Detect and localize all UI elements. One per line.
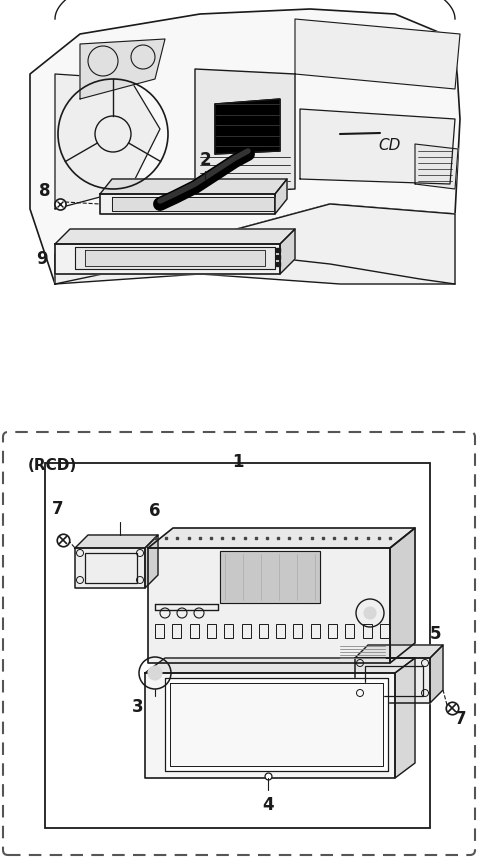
Polygon shape (275, 179, 287, 214)
Text: CD: CD (379, 138, 401, 154)
Polygon shape (415, 144, 458, 189)
Bar (293, 624, 302, 638)
Polygon shape (170, 683, 383, 766)
Polygon shape (75, 535, 158, 548)
Polygon shape (112, 197, 274, 211)
Text: 7: 7 (52, 500, 64, 518)
Bar (190, 624, 199, 638)
Polygon shape (75, 247, 275, 269)
Polygon shape (75, 548, 145, 588)
Text: 7: 7 (455, 710, 467, 728)
Polygon shape (55, 74, 160, 209)
Text: 4: 4 (262, 796, 274, 814)
Text: 9: 9 (36, 250, 48, 268)
Polygon shape (148, 528, 415, 548)
Polygon shape (395, 658, 415, 778)
Polygon shape (390, 528, 415, 663)
Polygon shape (145, 535, 158, 588)
Bar (276, 624, 285, 638)
Circle shape (148, 666, 162, 680)
Text: 1: 1 (232, 453, 244, 471)
Bar (311, 624, 320, 638)
Text: 5: 5 (430, 625, 442, 643)
Bar (224, 624, 233, 638)
Polygon shape (355, 645, 443, 658)
Polygon shape (85, 250, 265, 266)
FancyBboxPatch shape (3, 432, 475, 855)
Polygon shape (55, 229, 295, 244)
Bar (172, 624, 181, 638)
Bar (363, 624, 372, 638)
Bar (346, 624, 354, 638)
Text: 3: 3 (132, 698, 144, 716)
Polygon shape (55, 244, 280, 274)
Polygon shape (30, 9, 460, 284)
Text: 8: 8 (39, 182, 51, 200)
Text: 2: 2 (199, 151, 211, 169)
Bar (155, 624, 164, 638)
Polygon shape (355, 658, 430, 703)
Bar (328, 624, 337, 638)
Polygon shape (430, 645, 443, 703)
Polygon shape (148, 548, 390, 663)
Polygon shape (280, 229, 295, 274)
Bar (220, 551, 320, 603)
Text: (RCD): (RCD) (28, 458, 77, 473)
Bar (365, 666, 423, 696)
Polygon shape (300, 109, 455, 184)
Polygon shape (80, 39, 165, 99)
Polygon shape (295, 19, 460, 89)
Polygon shape (55, 204, 455, 284)
Polygon shape (100, 179, 287, 194)
Text: 6: 6 (149, 502, 161, 520)
Bar (45, 463, 430, 828)
Polygon shape (195, 69, 295, 194)
Polygon shape (145, 673, 395, 778)
Bar (380, 624, 389, 638)
Bar (207, 624, 216, 638)
Polygon shape (145, 658, 415, 673)
Circle shape (364, 607, 376, 619)
Polygon shape (215, 99, 280, 154)
Bar (85, 553, 137, 583)
Bar (220, 551, 320, 603)
Polygon shape (165, 678, 388, 771)
Bar (259, 624, 268, 638)
Bar (241, 624, 251, 638)
Polygon shape (100, 194, 275, 214)
